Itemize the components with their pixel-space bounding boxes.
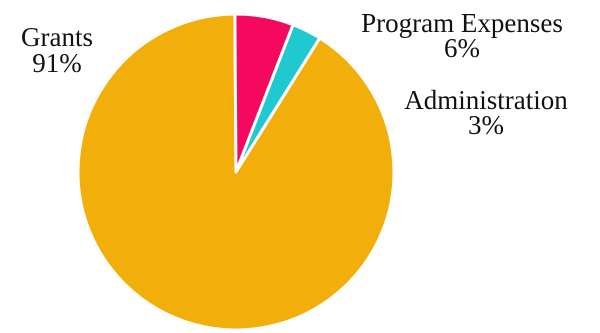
label-administration-name: Administration — [404, 85, 568, 115]
pie-slice-administration — [234, 23, 322, 174]
label-program-expenses-value: 6% — [444, 33, 480, 63]
label-program-expenses: Program Expenses 6% — [361, 8, 563, 63]
label-program-expenses-name: Program Expenses — [361, 8, 563, 38]
pie-slices — [76, 12, 396, 332]
label-grants-value: 91% — [32, 48, 82, 78]
label-administration-value: 3% — [468, 110, 504, 140]
label-administration: Administration 3% — [404, 85, 568, 140]
label-grants-name: Grants — [21, 22, 93, 52]
label-grants: Grants 91% — [21, 22, 93, 78]
